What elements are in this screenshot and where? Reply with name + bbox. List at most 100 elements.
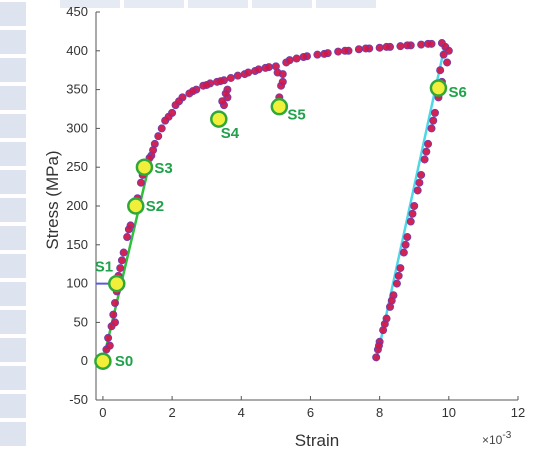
data-point [273,68,282,77]
y-tick-label: 200 [66,198,88,213]
data-point [372,353,381,362]
y-tick-labels: -50 0 50 100 150 200 250 300 350 400 450 [66,4,100,407]
data-point [396,264,405,273]
data-point [436,66,445,75]
x-axis-multiplier-exponent: -3 [502,430,511,441]
data-point [188,87,197,96]
y-tick-label: 250 [66,159,88,174]
plot-area-background [88,8,528,406]
data-point [136,178,145,187]
data-point [124,225,133,234]
data-point [254,65,263,74]
data-point [264,63,273,72]
data-point [427,124,436,133]
data-point [406,217,415,226]
data-point [123,233,132,242]
data-point [375,43,384,52]
background-tile [0,142,26,166]
data-point [430,108,439,117]
stage-marker [429,79,448,97]
data-point [216,77,225,86]
background-tile [0,226,26,250]
stage-marker [94,352,112,370]
data-point [417,40,426,49]
data-point [439,50,448,59]
data-point [422,147,431,156]
data-point [382,42,391,51]
data-point [394,271,403,280]
data-point [334,47,343,56]
background-tile [0,170,26,194]
data-point [420,155,429,164]
data-point [233,71,242,80]
x-tick-label: 6 [307,405,314,420]
data-point [226,73,235,82]
background-tile [0,422,26,446]
data-point [429,116,438,125]
data-point [424,139,433,148]
data-point [218,97,227,106]
data-point [413,186,422,195]
stage-label: S2 [146,198,164,215]
data-point [299,53,308,62]
y-tick-label: 350 [66,82,88,97]
data-point [380,319,389,328]
data-point [154,132,163,141]
x-tick-labels: 0 2 4 6 8 10 12 [99,396,525,420]
y-tick-label: -50 [69,392,88,407]
stage-marker [108,274,126,293]
data-point [116,264,125,273]
background-tile [0,198,26,222]
data-point [111,298,120,307]
stage-marker [127,197,145,215]
data-point [387,296,396,305]
data-point [149,146,158,155]
data-point [285,56,294,65]
x-tick-label: 2 [168,405,175,420]
stage-label: S0 [115,353,133,370]
background-tile [252,0,312,8]
y-tick-label: 150 [66,237,88,252]
background-tile [0,114,26,138]
x-tick-label: 8 [376,405,383,420]
data-point [278,77,287,86]
x-axis-multiplier-base: ×10 [482,433,503,447]
stage-label: S1 [95,259,113,276]
data-point [202,80,211,89]
background-tile [0,394,26,418]
data-point [221,89,230,98]
background-tile [0,282,26,306]
background-tile [0,338,26,362]
y-tick-label: 400 [66,43,88,58]
background-tile [60,0,120,8]
background-tile [0,366,26,390]
data-point [408,209,417,218]
y-tick-label: 0 [81,353,88,368]
background-tile [316,0,376,8]
data-point [320,49,329,58]
y-tick-label: 50 [74,314,88,329]
background-tile [188,0,248,8]
data-point [175,97,184,106]
y-tick-label: 100 [66,276,88,291]
data-point [105,341,114,350]
y-tick-label: 450 [66,4,88,19]
data-point [109,310,118,319]
data-point [361,44,370,53]
data-point [410,201,419,210]
x-axis-label: Strain [295,431,339,450]
x-tick-label: 4 [238,405,245,420]
background-tile [0,2,26,26]
background-tile [0,30,26,54]
x-axis-multiplier: ×10-3 [482,430,512,447]
stage-label: S3 [154,160,172,177]
stage-marker [270,97,289,116]
background-grid-pattern [0,0,376,446]
data-point [341,46,350,55]
data-point [157,124,166,133]
data-point [119,248,128,257]
background-tile [0,310,26,334]
background-tile [0,58,26,82]
stage-label: S4 [221,125,240,142]
x-tick-label: 12 [511,405,525,420]
